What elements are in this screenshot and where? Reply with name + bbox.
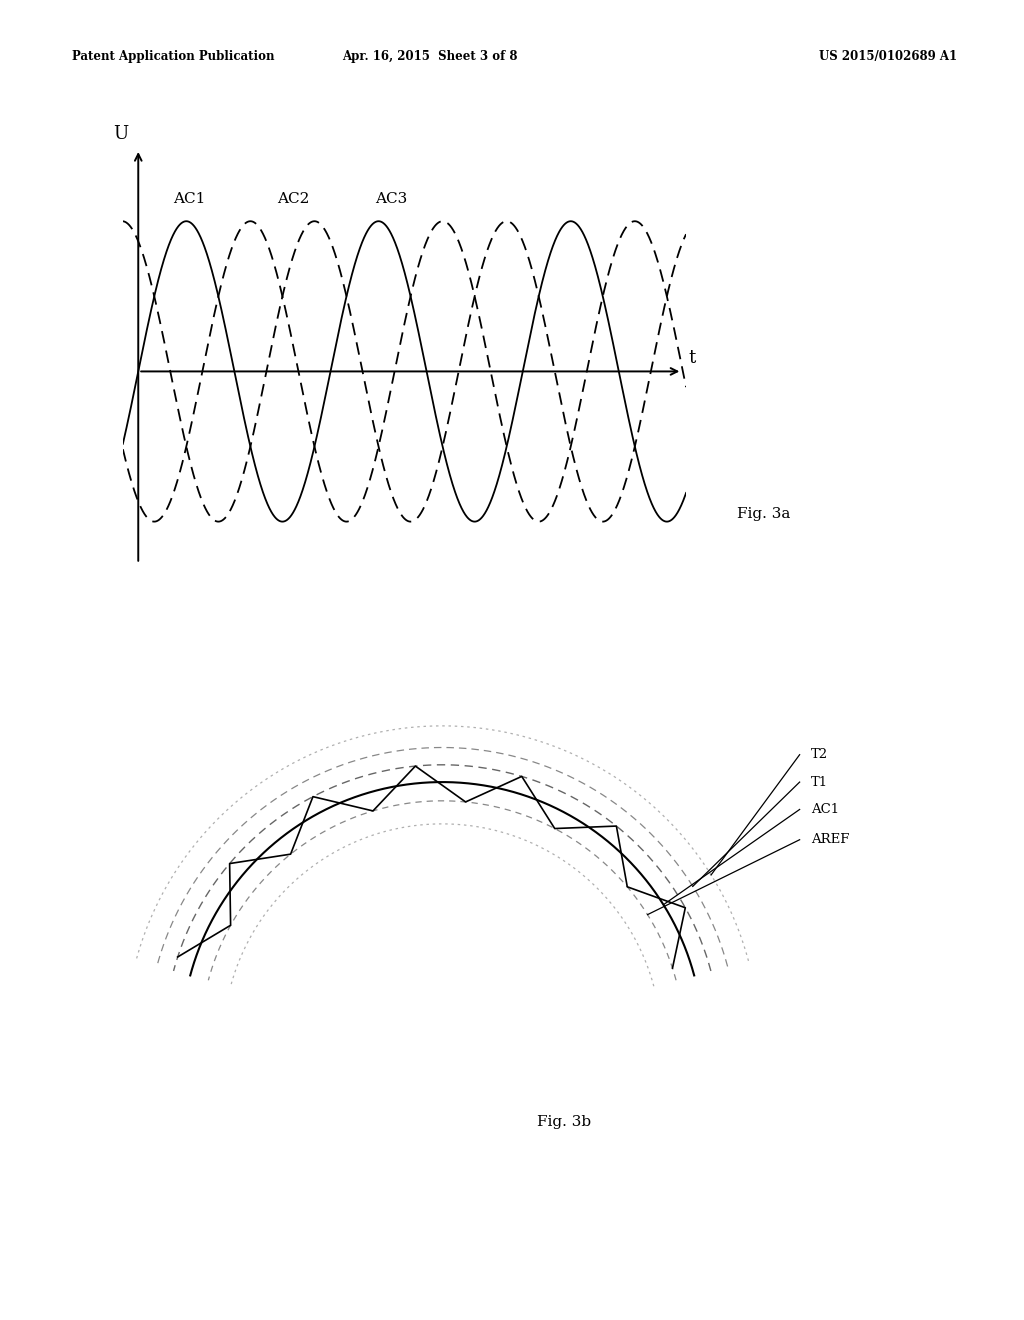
Text: AC3: AC3: [375, 193, 407, 206]
Text: AC2: AC2: [276, 193, 309, 206]
Text: Fig. 3a: Fig. 3a: [737, 507, 791, 521]
Text: Patent Application Publication: Patent Application Publication: [72, 50, 274, 63]
Text: Fig. 3b: Fig. 3b: [538, 1115, 592, 1130]
Text: t: t: [688, 348, 695, 367]
Text: T1: T1: [811, 776, 828, 788]
Text: AREF: AREF: [811, 833, 850, 846]
Text: Apr. 16, 2015  Sheet 3 of 8: Apr. 16, 2015 Sheet 3 of 8: [342, 50, 518, 63]
Text: AC1: AC1: [811, 803, 840, 816]
Text: U: U: [114, 125, 129, 143]
Text: T2: T2: [811, 748, 828, 762]
Text: US 2015/0102689 A1: US 2015/0102689 A1: [819, 50, 957, 63]
Text: AC1: AC1: [173, 193, 205, 206]
